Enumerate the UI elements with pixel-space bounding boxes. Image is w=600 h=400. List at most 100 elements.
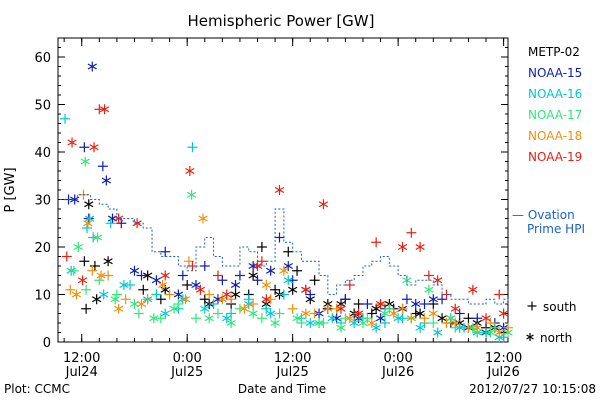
north-point [132,218,142,229]
star-stroke [96,272,106,279]
south-point [384,303,395,314]
star-stroke [446,315,456,322]
north-point [230,289,241,300]
south-point [494,289,505,300]
star-stroke [129,300,140,308]
south-point [454,308,465,319]
star-stroke [472,324,482,331]
north-point [107,213,118,224]
south-point [199,261,210,271]
y-tick-label: 50 [34,99,51,114]
south-point [292,265,303,276]
north-point [415,242,425,252]
north-point [327,313,337,324]
star-stroke [77,277,88,284]
x-tick-label-date: Jul24 [65,365,98,380]
star-stroke [160,272,170,279]
x-tick-label-time: 12:00 [485,351,522,366]
star-stroke [498,310,509,317]
star-stroke [73,243,83,251]
star-stroke [239,305,249,312]
y-tick-label: 20 [34,241,51,256]
star-stroke [191,281,201,289]
y-tick-label: 0 [43,336,51,351]
north-point [160,270,170,281]
north-point [113,303,124,314]
star-stroke [103,258,113,265]
north-point [83,218,93,229]
north-point [213,294,223,305]
south-point [97,161,108,172]
star-stroke [389,310,399,317]
south-point [81,284,92,295]
legend-item-noaa-15: NOAA-15 [528,66,582,80]
star-stroke [195,286,206,293]
north-point [96,270,106,281]
legend-south-label: south [543,300,577,314]
north-point [248,270,258,281]
north-point [415,322,425,333]
star-stroke [323,305,333,312]
north-point [217,294,228,305]
north-point [446,313,456,324]
south-point [136,270,147,281]
star-stroke [266,310,276,317]
north-point [526,333,534,341]
star-stroke [248,310,258,317]
north-point [101,175,111,186]
south-point [309,308,320,319]
north-point [314,318,324,328]
plot-area: 010203040506012:00Jul240:00Jul2512:00Jul… [34,37,522,380]
legend-north-label: north [540,331,572,345]
north-point [494,327,504,338]
data-layer [59,61,513,343]
star-stroke [230,281,241,289]
legend-item-ovation-line2: Prime HPI [527,222,585,236]
star-stroke [336,324,346,331]
star-stroke [248,272,258,279]
north-point [353,308,364,319]
south-point [463,322,474,333]
star-stroke [149,315,159,322]
south-point [199,294,210,305]
south-point [397,303,408,314]
south-point [309,275,320,286]
north-point [389,308,399,319]
star-stroke [526,334,534,340]
star-stroke [261,296,271,303]
star-stroke [428,296,438,303]
south-point [503,322,513,333]
north-point [191,280,201,290]
x-axis-label: Date and Time [238,382,326,396]
star-stroke [494,329,504,336]
north-point [142,270,153,281]
north-point [195,284,206,295]
x-tick-label-time: 0:00 [384,351,413,366]
south-point [182,280,193,290]
legend-item-ovation-line1: — Ovation [512,208,575,222]
south-point [256,242,267,252]
north-point [99,104,110,115]
star-stroke [151,277,162,284]
x-tick-label-time: 12:00 [274,351,311,366]
north-point [222,289,232,300]
footer-timestamp: 2012/07/27 10:15:08 [469,382,596,396]
star-stroke [92,234,103,241]
north-point [71,289,82,300]
north-point [380,308,390,319]
south-point [142,294,153,305]
south-point [190,313,201,324]
star-stroke [450,305,460,312]
star-stroke [83,220,93,227]
south-point [87,265,98,276]
north-point [110,294,120,305]
north-point [481,313,491,324]
north-point [393,313,403,324]
star-stroke [132,220,142,227]
star-stroke [274,186,285,194]
south-point [287,303,298,314]
south-point [371,237,382,248]
star-stroke [327,315,337,322]
north-point [84,199,94,210]
